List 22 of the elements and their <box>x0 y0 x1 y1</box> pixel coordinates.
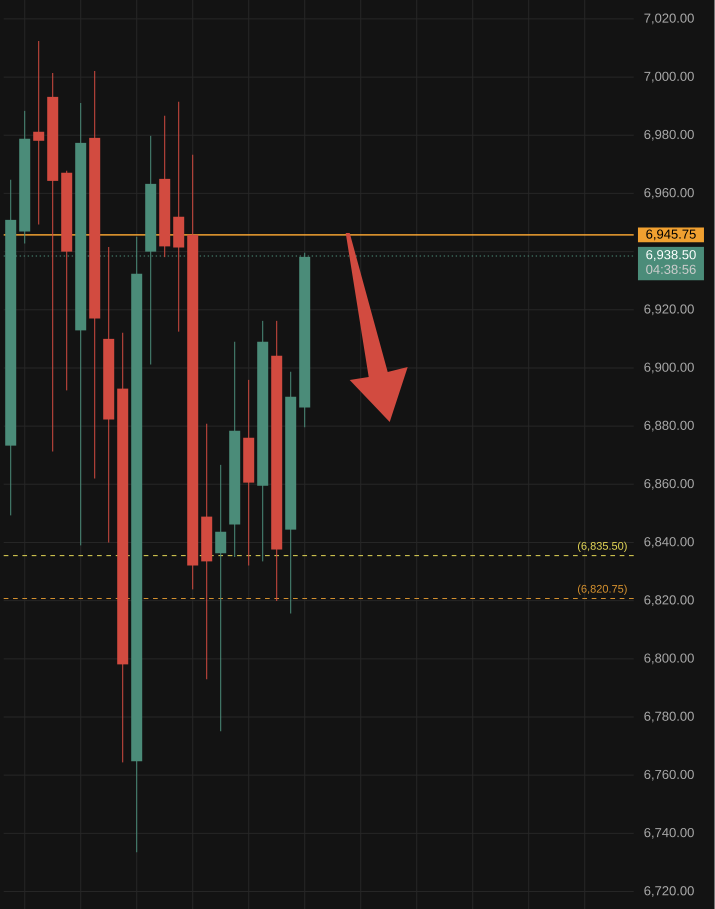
text: 04:38:56 <box>646 264 696 274</box>
y-tick-label: 6,960.00 <box>644 188 694 199</box>
y-tick-label: 6,820.00 <box>644 595 694 606</box>
y-tick-label: 6,880.00 <box>644 420 694 432</box>
y-tick-label: 6,800.00 <box>644 653 694 664</box>
y-tick-label: 6,740.00 <box>644 828 694 839</box>
ref-line-label: (6,820.75) <box>578 584 627 595</box>
y-tick-label: 6,980.00 <box>644 130 694 141</box>
ref-line-label: 6,938.50 <box>646 250 696 261</box>
y-tick-label: 6,760.00 <box>644 770 694 781</box>
candlestick <box>33 40 44 226</box>
y-tick-label: 6,920.00 <box>644 304 694 316</box>
y-tick-label: 6,720.00 <box>644 886 694 897</box>
y-tick-label: 7,000.00 <box>644 72 694 82</box>
y-tick-label: 6,900.00 <box>644 362 694 374</box>
ref-line-label: 6,945.75 <box>646 230 696 240</box>
y-tick-label: 6,780.00 <box>644 712 694 722</box>
candlestick <box>215 464 226 732</box>
y-tick-label: 7,020.00 <box>644 14 694 24</box>
ref-line-label: (6,835.50) <box>578 542 627 552</box>
y-tick-label: 6,860.00 <box>644 478 694 490</box>
y-tick-label: 6,840.00 <box>644 537 694 548</box>
